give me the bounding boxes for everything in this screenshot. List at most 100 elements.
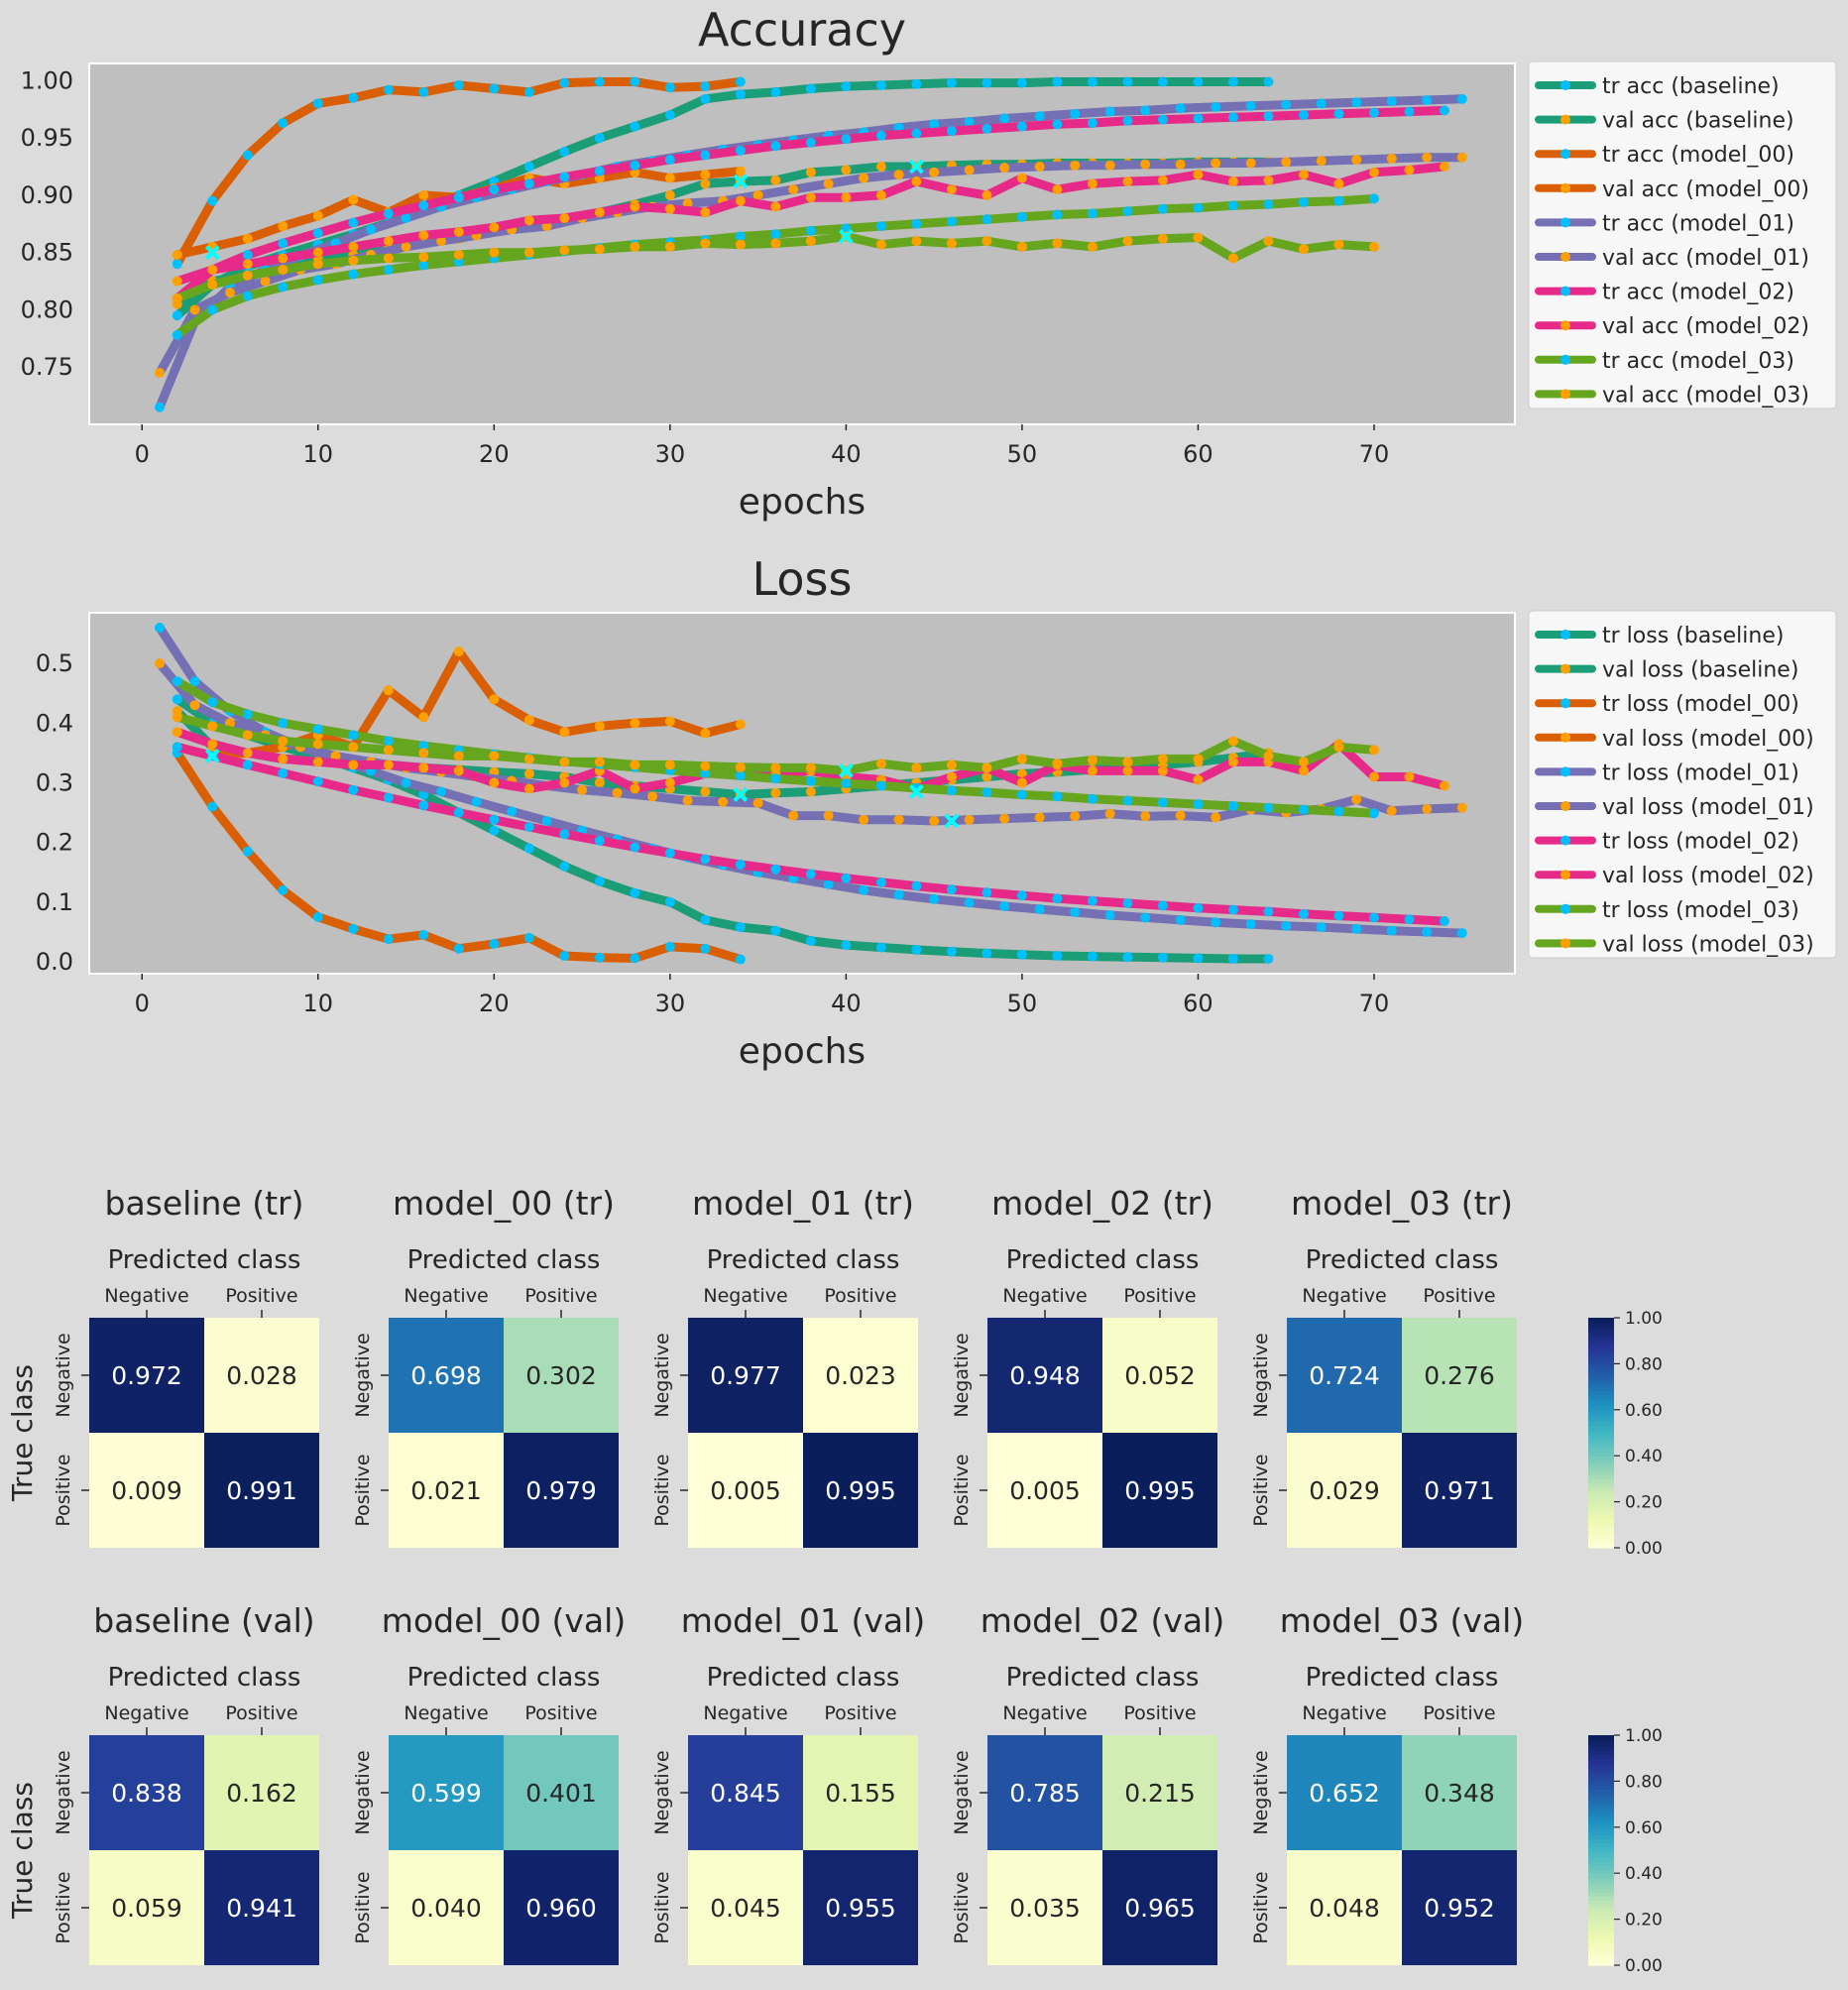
data-point	[401, 777, 411, 788]
y-tick-label: 0.4	[36, 709, 73, 737]
colorbar-tick-label: 0.20	[1625, 1493, 1663, 1513]
column-class-label: Negative	[1002, 1702, 1087, 1724]
data-point	[964, 165, 975, 176]
cell-value: 0.652	[1309, 1779, 1380, 1808]
x-tick-label: 40	[831, 440, 862, 468]
data-point	[1263, 802, 1274, 813]
legend-label: val acc (baseline)	[1602, 109, 1794, 134]
confusion-matrix-row-tr: baseline (tr) Predicted class Negative Nega…	[6, 1184, 1663, 1559]
data-point	[1016, 77, 1027, 88]
data-point	[1157, 76, 1168, 87]
colorbar-segment	[1588, 1390, 1614, 1395]
data-point	[559, 77, 570, 88]
data-point	[155, 368, 166, 378]
data-point	[1087, 118, 1097, 129]
data-point	[982, 787, 992, 798]
colorbar-tick-label: 0.80	[1625, 1772, 1663, 1792]
colorbar-segment	[1588, 1865, 1614, 1870]
data-point	[982, 123, 992, 134]
data-point	[523, 247, 534, 258]
y-tick-label: 0.2	[36, 829, 73, 857]
data-point	[418, 762, 429, 773]
data-point	[383, 934, 394, 945]
colorbar-segment	[1588, 1490, 1614, 1495]
cell-value: 0.599	[410, 1779, 482, 1808]
data-point	[559, 829, 570, 840]
data-point	[523, 932, 534, 943]
column-class-label: Positive	[1123, 1285, 1196, 1307]
data-point	[489, 751, 500, 761]
data-point	[1157, 952, 1168, 963]
data-point	[523, 162, 534, 172]
data-point	[312, 259, 323, 270]
colorbar-segment	[1588, 1850, 1614, 1855]
matrix-title: baseline (val)	[93, 1601, 314, 1640]
row-class-label: Positive	[53, 1454, 74, 1526]
legend-label: tr acc (model_02)	[1602, 281, 1794, 305]
data-point	[312, 911, 323, 922]
data-point	[841, 778, 852, 789]
data-point	[664, 760, 675, 770]
y-tick-label: 0.75	[21, 353, 73, 381]
heatmap-cell	[89, 1433, 204, 1548]
x-tick-label: 60	[1183, 440, 1213, 468]
colorbar-segment	[1588, 1355, 1614, 1361]
column-class-label: Positive	[824, 1702, 896, 1724]
heatmap-cell	[688, 1850, 803, 1965]
series-group	[155, 623, 1467, 965]
data-point	[312, 210, 323, 221]
data-point	[1227, 800, 1238, 811]
data-point	[242, 233, 253, 244]
data-point	[735, 145, 746, 156]
data-point	[523, 715, 534, 726]
data-point	[348, 92, 359, 103]
data-point	[1422, 94, 1433, 105]
data-point	[1386, 805, 1397, 816]
data-point	[489, 938, 500, 949]
colorbar-segment	[1588, 1333, 1614, 1338]
data-point	[418, 741, 429, 752]
data-point	[841, 165, 852, 176]
data-point	[1368, 771, 1379, 782]
data-point	[1157, 900, 1168, 911]
data-point	[735, 859, 746, 870]
data-point	[946, 77, 957, 88]
data-point	[1456, 152, 1467, 163]
y-tick-label: 1.00	[21, 66, 73, 94]
data-point	[1281, 157, 1292, 168]
data-point	[489, 777, 500, 788]
column-class-label: Negative	[703, 1702, 787, 1724]
heatmap-cell	[1102, 1850, 1217, 1965]
row-class-label: Negative	[651, 1333, 673, 1417]
data-point	[1422, 152, 1433, 163]
colorbar-segment	[1588, 1460, 1614, 1464]
data-point	[1227, 904, 1238, 915]
legend-label: val acc (model_00)	[1602, 177, 1809, 202]
data-point	[630, 121, 640, 132]
heatmap-cell	[1287, 1735, 1402, 1850]
data-point	[1456, 93, 1467, 104]
data-point	[805, 137, 816, 148]
colorbar-segment	[1588, 1877, 1614, 1882]
colorbar-segment	[1588, 1857, 1614, 1863]
colorbar-segment	[1588, 1888, 1614, 1894]
colorbar-segment	[1588, 1819, 1614, 1824]
colorbar-segment	[1588, 1413, 1614, 1419]
data-point	[1122, 236, 1133, 247]
data-point	[418, 200, 429, 211]
legend-marker	[1560, 217, 1570, 228]
data-point	[383, 84, 394, 95]
data-point	[1175, 103, 1186, 114]
colorbar-segment	[1588, 1444, 1614, 1450]
data-point	[1122, 765, 1133, 776]
colorbar-segment	[1588, 1497, 1614, 1503]
colorbar-segment	[1588, 1501, 1614, 1507]
colorbar-segment	[1588, 1367, 1614, 1372]
data-point	[418, 800, 429, 811]
data-point	[630, 953, 640, 964]
data-point	[823, 178, 834, 189]
data-point	[1104, 106, 1115, 117]
data-point	[1368, 167, 1379, 177]
colorbar-segment	[1588, 1409, 1614, 1415]
data-point	[1368, 241, 1379, 252]
